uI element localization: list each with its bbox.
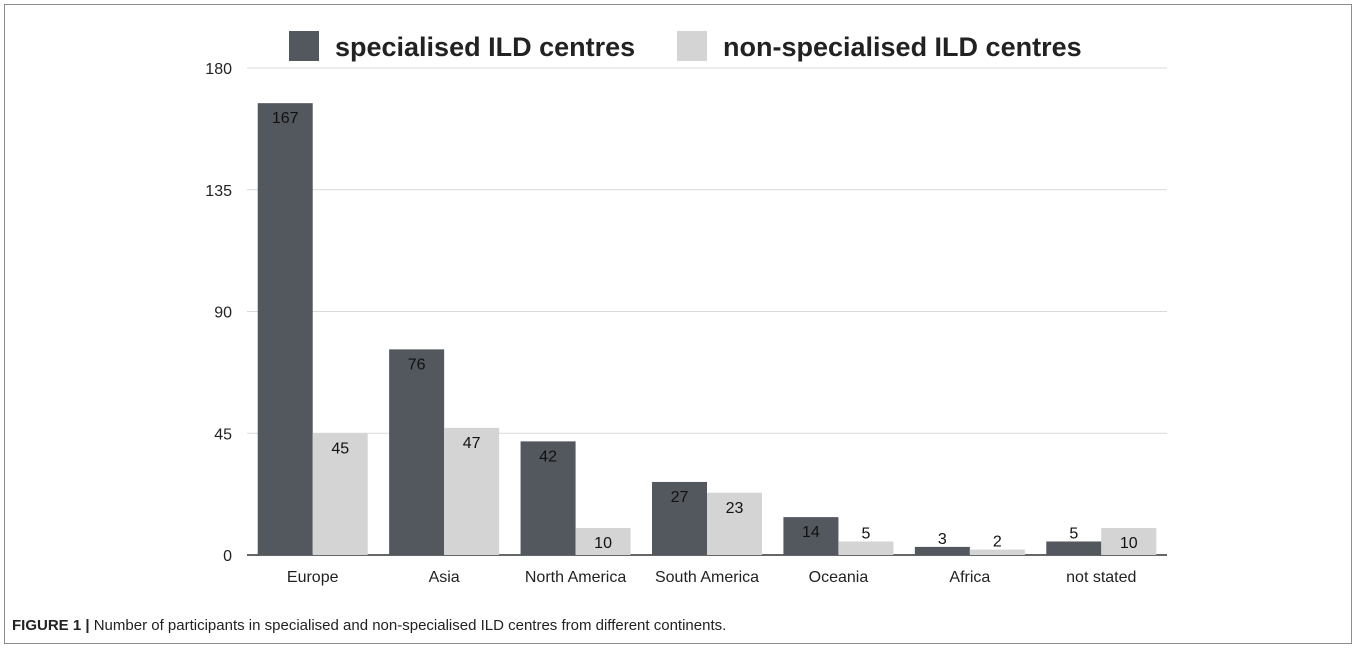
caption-label: FIGURE 1 | [12, 617, 90, 634]
data-label: 76 [408, 356, 426, 373]
legend: specialised ILD centres non-specialised I… [289, 31, 1082, 62]
bars: 167 45 76 47 42 10 27 23 14 5 3 2 5 10 [257, 103, 1157, 555]
bar-specialised [652, 481, 707, 555]
figure-caption: FIGURE 1 | Number of participants in spe… [12, 617, 726, 634]
y-tick-label: 0 [223, 548, 232, 565]
bar-non-specialised [1101, 527, 1157, 555]
data-label: 10 [1120, 535, 1138, 552]
bar-specialised [389, 349, 445, 555]
data-label: 14 [802, 524, 820, 541]
bar-non-specialised [575, 527, 631, 555]
x-tick-label: South America [655, 569, 759, 586]
data-label: 45 [331, 440, 349, 457]
x-tick-label: Africa [949, 569, 990, 586]
data-label: 47 [463, 435, 481, 452]
legend-label-non-specialised: non-specialised ILD centres [723, 32, 1082, 62]
caption-text: Number of participants in specialised an… [93, 617, 727, 634]
y-tick-label: 90 [214, 305, 232, 322]
data-label: 5 [861, 525, 870, 542]
figure-frame [4, 4, 1352, 644]
data-label: 167 [272, 110, 299, 127]
x-tick-label: Europe [287, 569, 339, 586]
x-tick-label: Oceania [809, 569, 869, 586]
data-label: 2 [993, 534, 1002, 551]
bar-non-specialised [969, 549, 1025, 555]
data-label: 10 [594, 535, 612, 552]
data-label: 23 [726, 500, 744, 517]
bar-specialised [1046, 541, 1102, 555]
bar-specialised [520, 441, 576, 555]
y-tick-label: 180 [205, 61, 232, 78]
legend-swatch-specialised [289, 31, 319, 61]
data-label: 42 [539, 448, 557, 465]
bar-specialised [257, 103, 313, 555]
y-tick-label: 135 [205, 183, 232, 200]
y-tick-label: 45 [214, 426, 232, 443]
legend-label-specialised: specialised ILD centres [335, 32, 635, 62]
bar-non-specialised [838, 541, 894, 555]
legend-swatch-non-specialised [677, 31, 707, 61]
data-label: 3 [938, 531, 947, 548]
bar-specialised [783, 517, 839, 555]
x-tick-label: not stated [1066, 569, 1136, 586]
x-tick-labels: Europe Asia North America South America Ocea… [287, 569, 1137, 586]
bar-specialised [914, 546, 970, 555]
y-tick-labels: 0 45 90 135 180 [205, 61, 232, 565]
bar-non-specialised [707, 492, 762, 555]
data-label: 5 [1069, 525, 1078, 542]
x-tick-label: Asia [429, 569, 460, 586]
bar-chart: 0 45 90 135 180 167 45 76 47 42 10 27 23 14 5 3 2 5 10 Eu… [205, 31, 1167, 586]
bar-non-specialised [444, 427, 500, 555]
x-tick-label: North America [525, 569, 626, 586]
data-label: 27 [671, 489, 689, 506]
bar-non-specialised [312, 433, 368, 555]
